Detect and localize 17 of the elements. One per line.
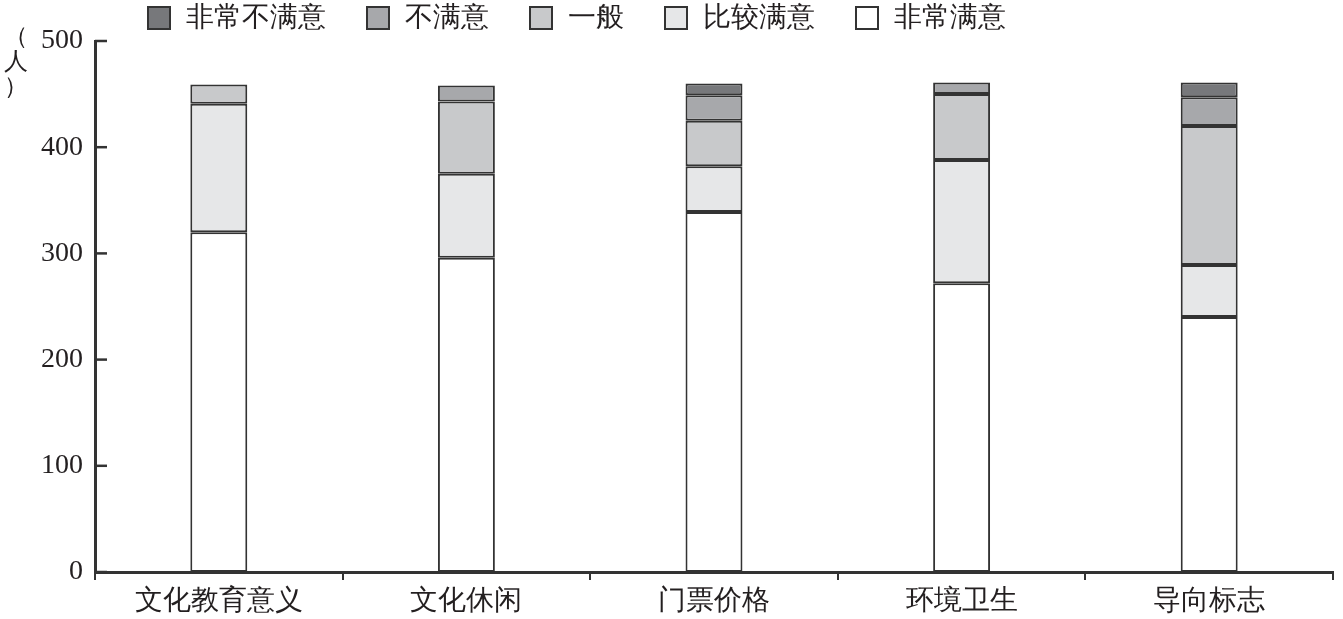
y-tick-label: 0 <box>69 554 83 586</box>
y-axis-title: （人） <box>4 23 29 99</box>
x-tick-label: 文化休闲 <box>410 584 523 616</box>
y-tick-label: 100 <box>41 448 83 480</box>
legend-label: 非常不满意 <box>186 1 326 33</box>
x-tick-label: 文化教育意义 <box>134 584 303 616</box>
legend-label: 比较满意 <box>703 1 815 33</box>
y-tick-label: 400 <box>41 129 83 161</box>
legend-label: 一般 <box>568 1 624 33</box>
legend-label: 不满意 <box>405 1 489 33</box>
y-tick-label: 300 <box>41 235 83 267</box>
y-tick-label: 500 <box>41 23 83 55</box>
x-tick-label: 门票价格 <box>658 584 770 616</box>
x-tick-label: 环境卫生 <box>905 584 1018 616</box>
legend-label: 非常满意 <box>894 1 1006 33</box>
x-tick-label: 导向标志 <box>1153 584 1266 616</box>
y-tick-label: 200 <box>41 341 83 373</box>
